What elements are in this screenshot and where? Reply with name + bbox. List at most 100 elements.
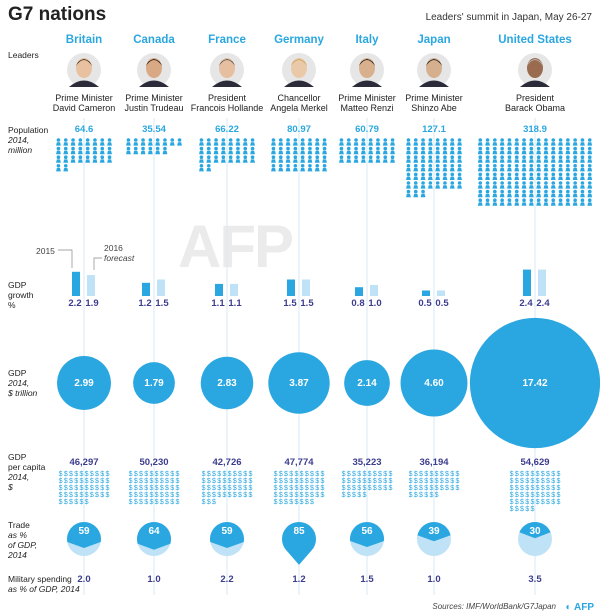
person-icon-head-japan bbox=[457, 138, 462, 142]
gdp-per-capita-value-japan: 36,194 bbox=[419, 457, 449, 468]
growth-bar-2016-united-states bbox=[538, 269, 546, 296]
person-icon-head-united-states bbox=[573, 198, 577, 202]
dollar-sign-france: $ bbox=[228, 492, 232, 499]
dollar-sign-britain: $ bbox=[79, 499, 83, 506]
row-label-gdp-growth-2: growth bbox=[8, 290, 34, 300]
person-icon-head-japan bbox=[443, 181, 447, 185]
population-value-canada: 35.54 bbox=[142, 124, 166, 135]
person-icon-head-britain bbox=[78, 146, 83, 151]
person-icon-head-united-states bbox=[580, 138, 585, 142]
person-icon-head-italy bbox=[339, 155, 344, 159]
person-icon-body-united-states bbox=[565, 185, 571, 189]
dollar-sign-france: $ bbox=[238, 478, 242, 485]
growth-bar-2015-britain bbox=[72, 271, 80, 296]
dollar-sign-germany: $ bbox=[305, 492, 309, 499]
person-icon-head-united-states bbox=[566, 198, 570, 202]
person-icon-body-germany bbox=[285, 142, 291, 146]
avatar-italy bbox=[350, 53, 384, 87]
avatar-hair-france bbox=[219, 59, 235, 66]
person-icon-body-united-states bbox=[543, 176, 549, 180]
dollar-sign-germany: $ bbox=[305, 478, 309, 485]
person-icon-body-canada bbox=[177, 142, 182, 146]
dollar-sign-japan: $ bbox=[414, 492, 418, 499]
person-icon-body-united-states bbox=[536, 185, 542, 189]
dollar-sign-italy: $ bbox=[368, 478, 372, 485]
person-icon-head-japan bbox=[421, 138, 425, 142]
person-icon-body-japan bbox=[406, 185, 411, 189]
person-icon-body-france bbox=[199, 150, 204, 155]
growth-bar-2015-france bbox=[215, 283, 223, 296]
person-icon-body-united-states bbox=[521, 185, 527, 189]
legend-forecast: forecast bbox=[104, 253, 135, 263]
dollar-sign-canada: $ bbox=[129, 471, 133, 478]
dollar-sign-italy: $ bbox=[362, 485, 366, 492]
person-icon-body-united-states bbox=[550, 185, 556, 189]
person-icon-body-france bbox=[199, 142, 204, 146]
dollar-sign-canada: $ bbox=[160, 492, 164, 499]
dollar-sign-britain: $ bbox=[90, 485, 94, 492]
dollar-sign-united-states: $ bbox=[520, 471, 524, 478]
person-icon-body-united-states bbox=[580, 142, 585, 146]
dollar-sign-united-states: $ bbox=[510, 478, 514, 485]
person-icon-head-united-states bbox=[485, 189, 490, 194]
person-icon-body-united-states bbox=[507, 185, 512, 189]
person-icon-head-united-states bbox=[573, 164, 577, 168]
person-icon-head-italy bbox=[361, 146, 366, 151]
dollar-sign-germany: $ bbox=[300, 499, 304, 506]
person-icon-body-japan bbox=[406, 193, 411, 198]
dollar-sign-germany: $ bbox=[310, 485, 314, 492]
person-icon-body-united-states bbox=[528, 185, 534, 189]
dollar-sign-britain: $ bbox=[95, 492, 99, 499]
person-icon-body-canada bbox=[126, 150, 131, 155]
population-value-united-states: 318.9 bbox=[523, 124, 547, 135]
person-icon-body-italy bbox=[368, 150, 374, 155]
person-icon-head-germany bbox=[293, 146, 298, 151]
dollar-sign-united-states: $ bbox=[510, 506, 514, 513]
person-icon-head-france bbox=[236, 146, 240, 151]
dollar-sign-germany: $ bbox=[294, 485, 298, 492]
dollar-sign-canada: $ bbox=[175, 485, 179, 492]
person-icon-head-united-states bbox=[551, 181, 556, 185]
person-icon-body-germany bbox=[307, 142, 313, 146]
person-icon-body-united-states bbox=[550, 176, 556, 180]
trade-label-united-states: 30 bbox=[529, 526, 541, 537]
dollar-sign-japan: $ bbox=[419, 478, 423, 485]
person-icon-head-japan bbox=[421, 181, 425, 185]
person-icon-head-france bbox=[221, 155, 226, 159]
dollar-sign-canada: $ bbox=[165, 492, 169, 499]
leader-name-united-states: Barack Obama bbox=[504, 103, 566, 113]
person-icon-body-united-states bbox=[528, 168, 534, 172]
gdp-per-capita-value-canada: 50,230 bbox=[139, 457, 169, 468]
person-icon-body-germany bbox=[285, 168, 291, 172]
person-icon-head-united-states bbox=[558, 172, 563, 177]
dollar-sign-canada: $ bbox=[129, 478, 133, 485]
person-icon-head-united-states bbox=[544, 181, 548, 185]
person-icon-body-britain bbox=[77, 150, 83, 155]
person-icon-body-united-states bbox=[485, 185, 490, 189]
person-icon-head-italy bbox=[354, 155, 358, 159]
person-icon-head-united-states bbox=[573, 172, 577, 177]
person-icon-body-united-states bbox=[521, 168, 527, 172]
dollar-sign-united-states: $ bbox=[520, 506, 524, 513]
person-icon-head-japan bbox=[428, 155, 433, 159]
dollar-sign-britain: $ bbox=[74, 492, 78, 499]
person-icon-head-germany bbox=[278, 155, 283, 159]
row-label-military: Military spending as % of GDP, 2014 bbox=[8, 574, 80, 594]
trade-fill-germany bbox=[282, 522, 317, 565]
person-icon-head-united-states bbox=[580, 164, 585, 168]
dollar-sign-canada: $ bbox=[139, 478, 143, 485]
person-icon-body-united-states bbox=[492, 202, 498, 206]
person-icon-head-united-states bbox=[507, 155, 512, 159]
person-icon-head-united-states bbox=[566, 181, 570, 185]
person-icon-body-italy bbox=[368, 159, 374, 163]
person-icon-body-italy bbox=[390, 142, 395, 146]
dollar-sign-united-states: $ bbox=[515, 471, 519, 478]
person-icon-body-united-states bbox=[514, 168, 520, 172]
row-label-gdp-3: $ trillion bbox=[8, 388, 38, 398]
avatar-suit-germany bbox=[284, 80, 314, 87]
person-icon-head-britain bbox=[56, 155, 61, 159]
dollar-sign-germany: $ bbox=[300, 492, 304, 499]
person-icon-head-japan bbox=[450, 146, 455, 151]
dollar-sign-france: $ bbox=[207, 492, 211, 499]
dollar-sign-canada: $ bbox=[170, 471, 174, 478]
